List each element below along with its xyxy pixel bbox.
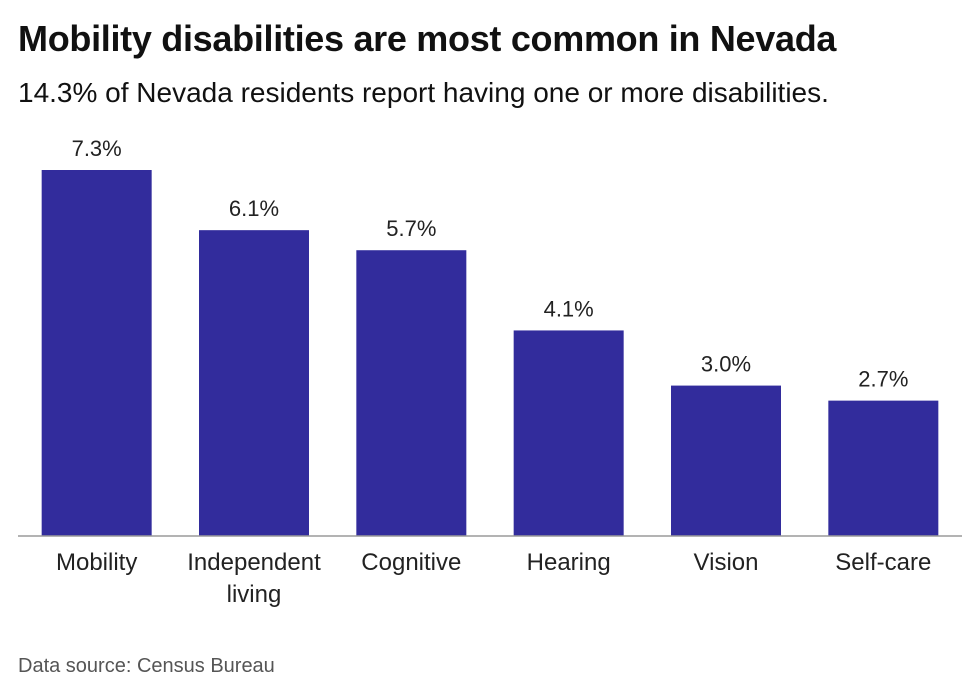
value-label: 5.7% <box>386 216 436 241</box>
chart-subtitle: 14.3% of Nevada residents report having … <box>18 77 829 108</box>
bars-group <box>41 170 939 537</box>
bar-hearing <box>513 330 624 536</box>
category-labels-group: Mobility Independent living Cognitive Hearin… <box>56 549 931 608</box>
bar-chart: 7.3% 6.1% 5.7% 4.1% 3.0% 2.7% Mobility Indepen… <box>18 136 962 608</box>
bar-independent-living <box>199 230 309 537</box>
bar-self-care <box>828 400 939 536</box>
value-label: 4.1% <box>544 296 594 321</box>
category-label: Independent living <box>187 549 321 608</box>
value-label: 7.3% <box>72 136 122 161</box>
category-label: Mobility <box>56 549 137 576</box>
value-label: 3.0% <box>701 352 751 377</box>
category-label: Cognitive <box>361 549 461 576</box>
category-label: Hearing <box>527 549 611 576</box>
chart-title: Mobility disabilities are most common in… <box>18 18 837 59</box>
value-label: 6.1% <box>229 196 279 221</box>
bar-mobility <box>41 170 152 536</box>
category-label: Self-care <box>835 549 931 576</box>
bar-cognitive <box>356 250 467 536</box>
bar-vision <box>671 385 781 536</box>
value-labels-group: 7.3% 6.1% 5.7% 4.1% 3.0% 2.7% <box>72 136 909 392</box>
category-label: Vision <box>694 549 759 576</box>
value-label: 2.7% <box>858 367 908 392</box>
data-source-note: Data source: Census Bureau <box>18 655 275 677</box>
